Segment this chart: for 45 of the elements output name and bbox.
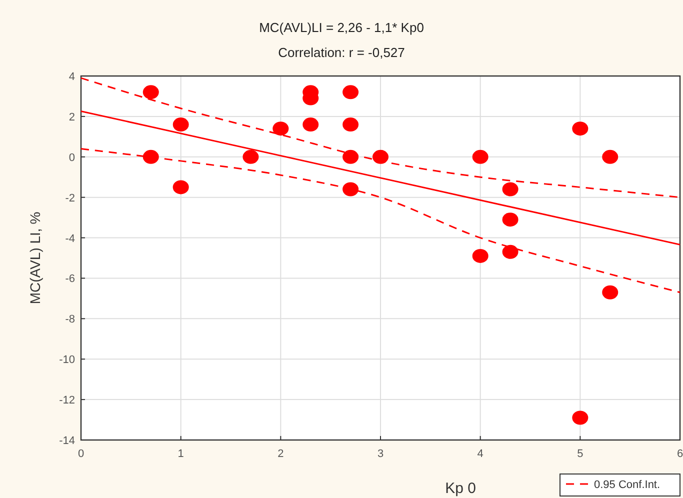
y-axis-title: MC(AVL) LI, % xyxy=(27,212,43,304)
point xyxy=(372,150,388,164)
point xyxy=(172,118,189,132)
point xyxy=(502,212,518,227)
point xyxy=(342,182,359,196)
point xyxy=(472,248,488,263)
x-tick-label: 6 xyxy=(676,448,683,460)
point xyxy=(302,118,319,132)
point xyxy=(572,410,588,425)
chart-subtitle: Correlation: r = -0,527 xyxy=(278,45,405,60)
point xyxy=(272,122,289,136)
x-tick-label: 3 xyxy=(377,448,384,460)
point xyxy=(602,150,618,164)
point xyxy=(142,150,159,164)
y-tick-label: -8 xyxy=(65,314,75,326)
x-tick-label: 5 xyxy=(577,448,584,460)
point xyxy=(172,180,189,194)
y-tick-label: -6 xyxy=(65,273,75,286)
y-tick-label: -4 xyxy=(65,232,75,245)
x-tick-label: 4 xyxy=(477,448,484,460)
point xyxy=(342,85,359,100)
y-tick-label: 2 xyxy=(68,111,75,124)
line-series xyxy=(81,77,680,198)
x-axis-title: Kp 0 xyxy=(445,480,476,497)
point xyxy=(502,244,518,259)
point xyxy=(572,122,588,136)
y-tick-label: 0 xyxy=(68,152,75,164)
y-tick-label: -12 xyxy=(59,394,75,407)
point xyxy=(602,285,618,300)
chart-title: MC(AVL)LI = 2,26 - 1,1* Kp0 xyxy=(259,20,424,35)
x-tick-label: 0 xyxy=(78,448,84,460)
y-tick-label: -10 xyxy=(59,354,75,366)
legend-label: 0.95 Conf.Int. xyxy=(594,479,660,491)
x-tick-label: 2 xyxy=(278,448,284,460)
line-series xyxy=(81,148,680,294)
point xyxy=(342,150,359,164)
y-tick-label: -14 xyxy=(59,435,75,447)
point xyxy=(242,150,259,164)
point xyxy=(342,118,359,132)
x-tick-label: 1 xyxy=(178,448,184,460)
point xyxy=(142,85,159,100)
point xyxy=(472,150,488,164)
y-tick-label: -2 xyxy=(65,192,75,204)
point xyxy=(502,182,518,196)
y-tick-label: 4 xyxy=(68,71,75,83)
